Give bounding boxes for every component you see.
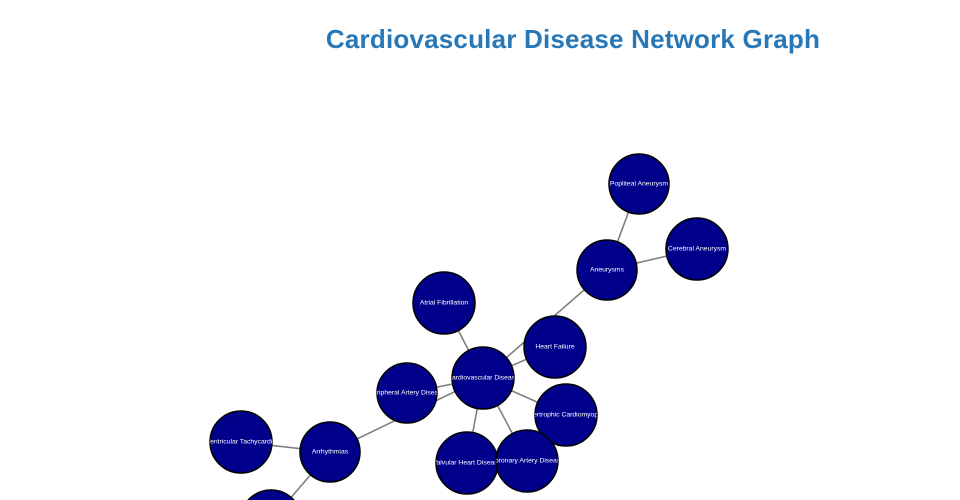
graph-node-group-unlabeled-clipped-node: [240, 489, 302, 500]
graph-node-hypertrophic-cardiomyopathy[interactable]: [534, 383, 598, 447]
graph-node-group-cerebral-aneurysm: Cerebral Aneurysm: [665, 217, 729, 281]
graph-node-cardiovascular-disease[interactable]: [451, 346, 515, 410]
graph-node-coronary-artery-disease[interactable]: [495, 429, 559, 493]
graph-node-popliteal-aneurysm[interactable]: [608, 153, 670, 215]
graph-node-ventricular-tachycardia[interactable]: [209, 410, 273, 474]
graph-node-valvular-heart-disease[interactable]: [435, 431, 499, 495]
graph-node-group-valvular-heart-disease: Valvular Heart Disease: [435, 431, 499, 495]
graph-node-group-aneurysms: Aneurysms: [576, 239, 638, 301]
graph-node-unlabeled-clipped-node[interactable]: [240, 489, 302, 500]
graph-node-atrial-fibrillation[interactable]: [412, 271, 476, 335]
graph-node-heart-failure[interactable]: [523, 315, 587, 379]
graph-node-group-arrhythmias: Arrhythmias: [299, 421, 361, 483]
graph-node-group-peripheral-artery-disease: Peripheral Artery Disease: [376, 362, 438, 424]
graph-node-arrhythmias[interactable]: [299, 421, 361, 483]
graph-node-aneurysms[interactable]: [576, 239, 638, 301]
graph-node-cerebral-aneurysm[interactable]: [665, 217, 729, 281]
graph-node-group-popliteal-aneurysm: Popliteal Aneurysm: [608, 153, 670, 215]
graph-node-group-heart-failure: Heart Failure: [523, 315, 587, 379]
chart-title: Cardiovascular Disease Network Graph: [325, 24, 821, 54]
graph-node-group-atrial-fibrillation: Atrial Fibrillation: [412, 271, 476, 335]
graph-node-peripheral-artery-disease[interactable]: [376, 362, 438, 424]
graph-node-group-ventricular-tachycardia: Ventricular Tachycardia: [209, 410, 273, 474]
